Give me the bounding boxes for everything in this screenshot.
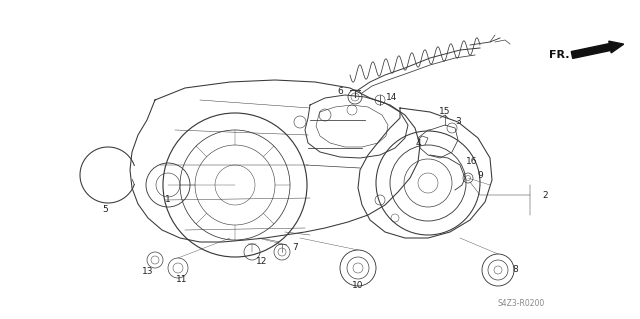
Text: 1: 1 xyxy=(165,196,171,204)
Text: 11: 11 xyxy=(176,276,188,285)
Text: 2: 2 xyxy=(542,190,548,199)
FancyArrow shape xyxy=(572,41,624,58)
Text: FR.: FR. xyxy=(550,50,570,60)
Text: S4Z3-R0200: S4Z3-R0200 xyxy=(498,299,545,308)
Text: 7: 7 xyxy=(292,243,298,253)
Text: 8: 8 xyxy=(512,265,518,275)
Text: 10: 10 xyxy=(352,280,364,290)
Text: 4: 4 xyxy=(415,138,421,147)
Text: 15: 15 xyxy=(439,108,451,116)
Text: 3: 3 xyxy=(455,117,461,127)
Text: 6: 6 xyxy=(337,87,343,97)
Text: 12: 12 xyxy=(256,257,268,266)
Text: 14: 14 xyxy=(387,93,397,102)
Text: 16: 16 xyxy=(467,158,477,167)
Text: 5: 5 xyxy=(102,205,108,214)
Text: 13: 13 xyxy=(142,268,154,277)
Text: 9: 9 xyxy=(477,170,483,180)
